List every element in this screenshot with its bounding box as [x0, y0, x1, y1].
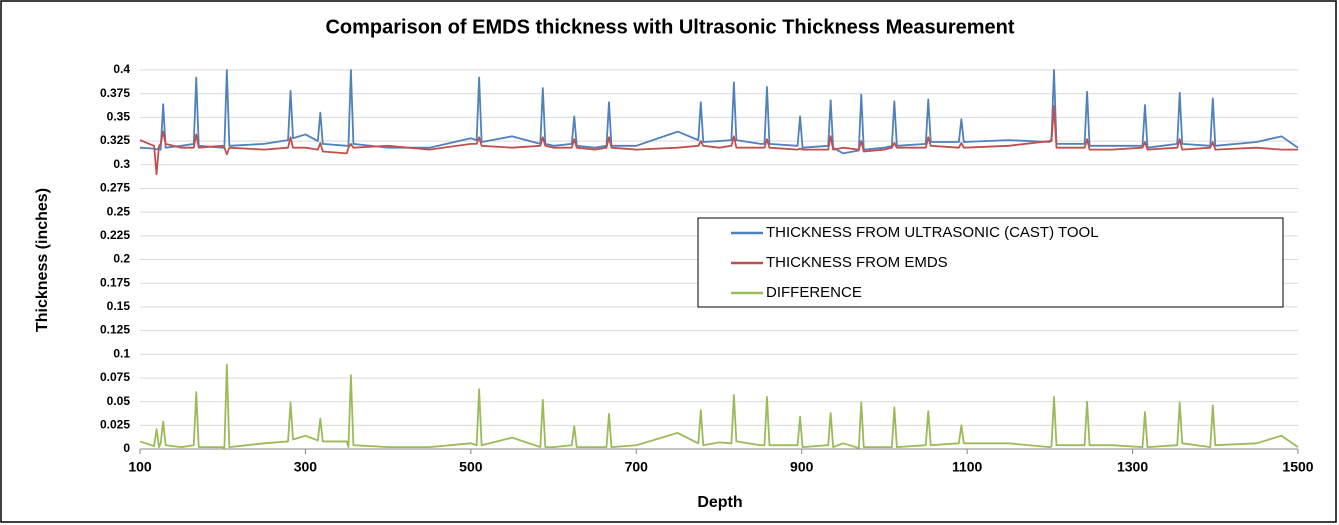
y-tick-label: 0.275: [100, 181, 130, 195]
y-tick-label: 0.35: [107, 110, 131, 124]
x-tick-label: 700: [625, 459, 649, 475]
y-tick-label: 0.2: [113, 252, 130, 266]
y-tick-label: 0: [123, 441, 130, 455]
y-tick-label: 0.075: [100, 370, 130, 384]
y-tick-label: 0.1: [113, 346, 130, 360]
series-line: [139, 105, 1298, 176]
x-axis-title: Depth: [697, 494, 742, 511]
x-tick-label: 300: [294, 459, 318, 475]
series-line: [139, 363, 1299, 450]
y-axis-title: Thickness (inches): [34, 188, 51, 332]
y-tick-label: 0.15: [107, 299, 131, 313]
y-tick-label: 0.225: [100, 228, 130, 242]
x-tick-label: 100: [128, 459, 152, 475]
legend-box: [697, 217, 1284, 308]
x-tick-label: 900: [790, 459, 814, 475]
y-tick-label: 0.05: [107, 394, 131, 408]
y-tick-label: 0.25: [107, 204, 131, 218]
y-tick-label: 0.375: [100, 86, 130, 100]
y-tick-label: 0.4: [113, 62, 130, 76]
legend-label: THICKNESS FROM ULTRASONIC (CAST) TOOL: [766, 224, 1099, 241]
y-tick-label: 0.325: [100, 133, 130, 147]
chart-title: Comparison of EMDS thickness with Ultras…: [325, 16, 1014, 38]
y-tick-label: 0.125: [100, 323, 130, 337]
legend-label: THICKNESS FROM EMDS: [766, 254, 948, 271]
x-tick-label: 1500: [1282, 459, 1313, 475]
legend-label: DIFFERENCE: [766, 284, 862, 301]
y-tick-label: 0.3: [113, 157, 130, 171]
x-tick-label: 1100: [952, 459, 983, 475]
y-tick-label: 0.175: [100, 275, 130, 289]
y-tick-label: 0.025: [100, 417, 130, 431]
x-tick-label: 500: [459, 459, 483, 475]
x-tick-label: 1300: [1117, 459, 1148, 475]
